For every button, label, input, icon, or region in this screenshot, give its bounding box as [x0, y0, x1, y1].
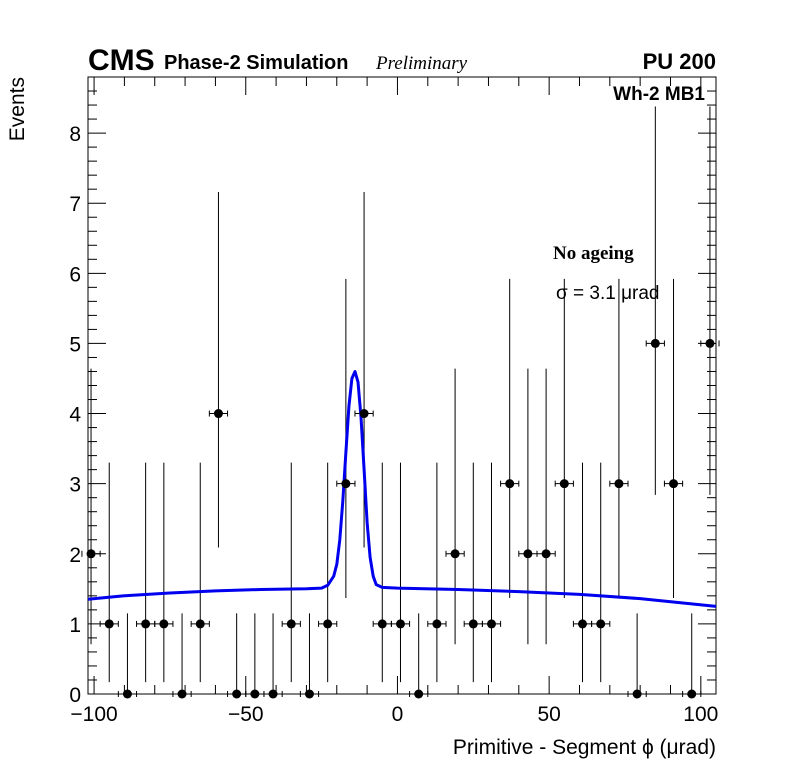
- data-point: [195, 619, 205, 629]
- data-points: [86, 338, 715, 699]
- y-tick-label: 2: [69, 544, 81, 567]
- y-tick-label: 5: [69, 333, 81, 356]
- data-point: [268, 689, 278, 699]
- data-point: [414, 689, 424, 699]
- y-tick-label: 6: [69, 263, 81, 286]
- data-point: [159, 619, 169, 629]
- data-point: [286, 619, 296, 629]
- data-point: [614, 479, 624, 489]
- data-point: [232, 689, 242, 699]
- data-point: [395, 619, 405, 629]
- data-point: [578, 619, 588, 629]
- y-axis-title: Events: [6, 77, 29, 141]
- status-label: Preliminary: [375, 53, 468, 74]
- data-point: [141, 619, 151, 629]
- data-point: [669, 479, 679, 489]
- axes: −100 −50 0 50 100 0 1 2 3 4 5 6 7 8: [69, 76, 718, 726]
- plot-frame: [87, 76, 717, 695]
- x-axis-title: Primitive - Segment ϕ (μrad): [453, 736, 716, 759]
- data-point: [468, 619, 478, 629]
- x-tick-label: 50: [537, 703, 560, 726]
- data-point: [432, 619, 442, 629]
- data-point: [213, 409, 223, 419]
- data-point: [450, 549, 460, 559]
- fit-line-group: [87, 370, 717, 608]
- x-tick-label: 100: [683, 703, 718, 726]
- data-point: [559, 479, 569, 489]
- data-point: [687, 689, 697, 699]
- data-point: [359, 409, 369, 419]
- data-point: [377, 619, 387, 629]
- y-tick-label: 0: [69, 684, 81, 707]
- experiment-label: CMS: [88, 44, 155, 77]
- data-point: [86, 549, 96, 559]
- data-point: [177, 689, 187, 699]
- region-label: Wh-2 MB1: [613, 84, 705, 105]
- data-point: [650, 338, 660, 348]
- subtitle-label: Phase-2 Simulation: [164, 52, 349, 74]
- data-point: [632, 689, 642, 699]
- x-tick-label: −50: [228, 703, 264, 726]
- data-point: [486, 619, 496, 629]
- y-tick-label: 7: [69, 193, 81, 216]
- y-tick-label: 8: [69, 123, 81, 146]
- y-tick-label: 1: [69, 614, 81, 637]
- x-tick-label: 0: [392, 703, 404, 726]
- data-point: [323, 619, 333, 629]
- legend-label: No ageing: [553, 243, 634, 264]
- y-tick-label: 3: [69, 474, 81, 497]
- fit-sigma-label: σ = 3.1 μrad: [556, 283, 659, 304]
- data-point: [596, 619, 606, 629]
- data-point: [505, 479, 515, 489]
- data-point: [341, 479, 351, 489]
- fit-curve: [87, 370, 717, 608]
- data-point: [304, 689, 314, 699]
- x-tick-label: −100: [70, 703, 117, 726]
- error-bars: [81, 106, 720, 697]
- data-point: [523, 549, 533, 559]
- data-point: [705, 338, 715, 348]
- pileup-label: PU 200: [643, 49, 716, 74]
- data-point: [541, 549, 551, 559]
- data-point: [122, 689, 132, 699]
- y-tick-label: 4: [69, 404, 81, 427]
- data-point: [250, 689, 260, 699]
- data-point: [104, 619, 114, 629]
